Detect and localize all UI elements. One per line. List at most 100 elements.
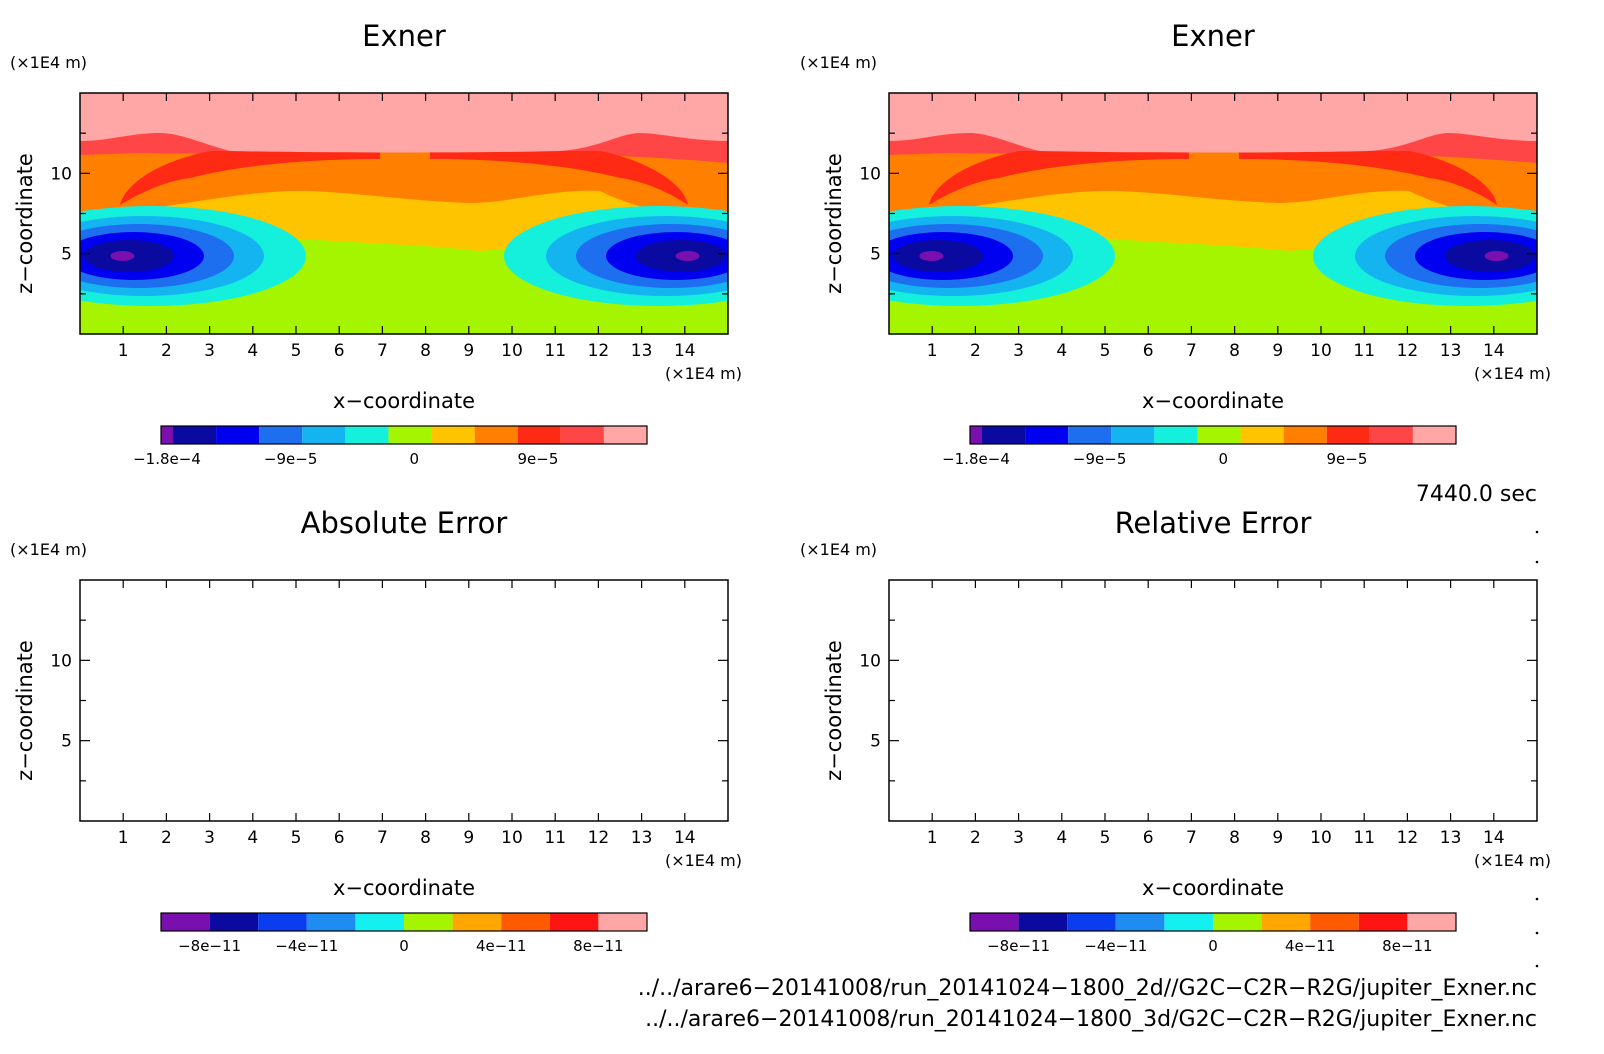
y-unit-label: (×1E4 m) (800, 53, 877, 72)
x-tick-label: 10 (1310, 341, 1332, 361)
colorbar: −1.8e−4 −9e−5 0 9e−5 (942, 425, 1457, 468)
x-axis-label: x−coordinate (1142, 389, 1284, 413)
colorbar-tick-label: 8e−11 (1382, 937, 1432, 955)
x-axis-label: x−coordinate (1142, 876, 1284, 900)
colorbar-swatch-9 (598, 913, 647, 931)
colorbar-swatch-0 (970, 426, 982, 444)
colorbar-swatch-5 (1154, 426, 1198, 444)
y-tick-label: 10 (859, 164, 881, 184)
colorbar-swatch-1 (1018, 913, 1068, 931)
x-tick-label: 12 (588, 341, 610, 361)
colorbar-swatch-0 (161, 426, 173, 444)
y-unit-label: (×1E4 m) (10, 53, 87, 72)
colorbar-frame (969, 912, 1457, 932)
colorbar-swatch-8 (549, 913, 599, 931)
colorbar-tick-label: 9e−5 (518, 450, 559, 468)
field-layer-upper-mid-left (120, 151, 380, 205)
x-axis-label: x−coordinate (333, 876, 475, 900)
colorbar-swatch-7 (431, 426, 475, 444)
x-tick-label: 6 (1143, 828, 1154, 848)
x-tick-label: 11 (1353, 341, 1375, 361)
field-layer-top (80, 93, 728, 153)
colorbar-tick-label: −8e−11 (178, 937, 241, 955)
colorbar-swatch-3 (1068, 426, 1112, 444)
field-layer-upper-mid-left (929, 151, 1189, 205)
y-tick-label: 10 (50, 164, 72, 184)
colorbar-tick-label: −1.8e−4 (133, 450, 201, 468)
x-tick-label: 1 (927, 341, 938, 361)
x-tick-label: 14 (674, 341, 696, 361)
x-tick-label: 12 (1397, 828, 1419, 848)
plot-frame (79, 579, 729, 822)
colorbar-swatch-9 (1407, 913, 1456, 931)
x-tick-label: 3 (204, 341, 215, 361)
x-tick-label: 10 (501, 341, 523, 361)
x-tick-label: 14 (1483, 828, 1505, 848)
x-tick-label: 13 (631, 828, 653, 848)
x-tick-label: 6 (1143, 341, 1154, 361)
colorbar-swatch-3 (306, 913, 356, 931)
x-tick-label: 1 (927, 828, 938, 848)
x-tick-label: 2 (161, 828, 172, 848)
x-tick-label: 9 (463, 341, 474, 361)
colorbar-swatch-3 (259, 426, 303, 444)
y-axis-label: z−coordinate (13, 640, 37, 781)
y-axis-label: z−coordinate (822, 153, 846, 294)
x-tick-label: 7 (377, 341, 388, 361)
colorbar-swatch-11 (1412, 426, 1456, 444)
x-unit-label: (×1E4 m) (665, 851, 742, 870)
x-tick-label: 8 (1229, 341, 1240, 361)
colorbar-tick-label: 0 (410, 450, 420, 468)
x-tick-label: 3 (204, 828, 215, 848)
colorbar-tick-label: 9e−5 (1327, 450, 1368, 468)
panel-title: Exner (362, 19, 446, 53)
x-unit-label: (×1E4 m) (1474, 364, 1551, 383)
colorbar: −1.8e−4 −9e−5 0 9e−5 (133, 425, 648, 468)
colorbar-swatch-5 (1213, 913, 1262, 931)
x-unit-label: (×1E4 m) (1474, 851, 1551, 870)
colorbar-swatch-8 (1358, 913, 1408, 931)
colorbar-swatch-10 (1369, 426, 1413, 444)
x-tick-label: 6 (334, 341, 345, 361)
contour-field (889, 93, 1537, 334)
colorbar-tick-label: 0 (399, 937, 409, 955)
x-tick-label: 14 (674, 828, 696, 848)
colorbar-tick-label: −1.8e−4 (942, 450, 1010, 468)
x-tick-label: 4 (1056, 341, 1067, 361)
colorbar-swatch-4 (1111, 426, 1155, 444)
x-tick-label: 2 (970, 828, 981, 848)
colorbar-tick-label: −4e−11 (275, 937, 338, 955)
x-tick-label: 5 (291, 341, 302, 361)
colorbar-swatch-11 (603, 426, 647, 444)
x-tick-label: 5 (291, 828, 302, 848)
y-tick-label: 10 (50, 651, 72, 671)
field-layer-upper-mid-right (1239, 151, 1497, 205)
x-tick-label: 9 (463, 828, 474, 848)
colorbar-swatch-7 (1240, 426, 1284, 444)
colorbar-tick-label: 0 (1208, 937, 1218, 955)
panel-3: Relative Error(×1E4 m)1 2 3 4 5 6 7 8 9 10 11 12 13 1… (800, 506, 1551, 955)
x-tick-label: 2 (161, 341, 172, 361)
vortex-ring-5 (675, 251, 700, 261)
x-tick-label: 13 (1440, 828, 1462, 848)
x-axis-label: x−coordinate (333, 389, 475, 413)
colorbar-tick-label: −8e−11 (987, 937, 1050, 955)
colorbar: −8e−11 −4e−11 0 4e−11 8e−11 (160, 912, 648, 955)
x-tick-label: 9 (1272, 341, 1283, 361)
y-tick-label: 5 (870, 245, 881, 265)
x-tick-label: 10 (1310, 828, 1332, 848)
x-tick-label: 9 (1272, 828, 1283, 848)
x-tick-label: 7 (377, 828, 388, 848)
colorbar-frame (160, 425, 648, 445)
vortex-ring-5 (919, 251, 944, 261)
x-tick-label: 7 (1186, 341, 1197, 361)
x-tick-label: 4 (1056, 828, 1067, 848)
colorbar-swatch-2 (258, 913, 307, 931)
colorbar-frame (969, 425, 1457, 445)
colorbar-swatch-9 (1326, 426, 1370, 444)
colorbar-swatch-3 (1115, 913, 1165, 931)
colorbar-tick-label: −4e−11 (1084, 937, 1147, 955)
colorbar-tick-label: 4e−11 (1285, 937, 1335, 955)
x-tick-label: 11 (1353, 828, 1375, 848)
